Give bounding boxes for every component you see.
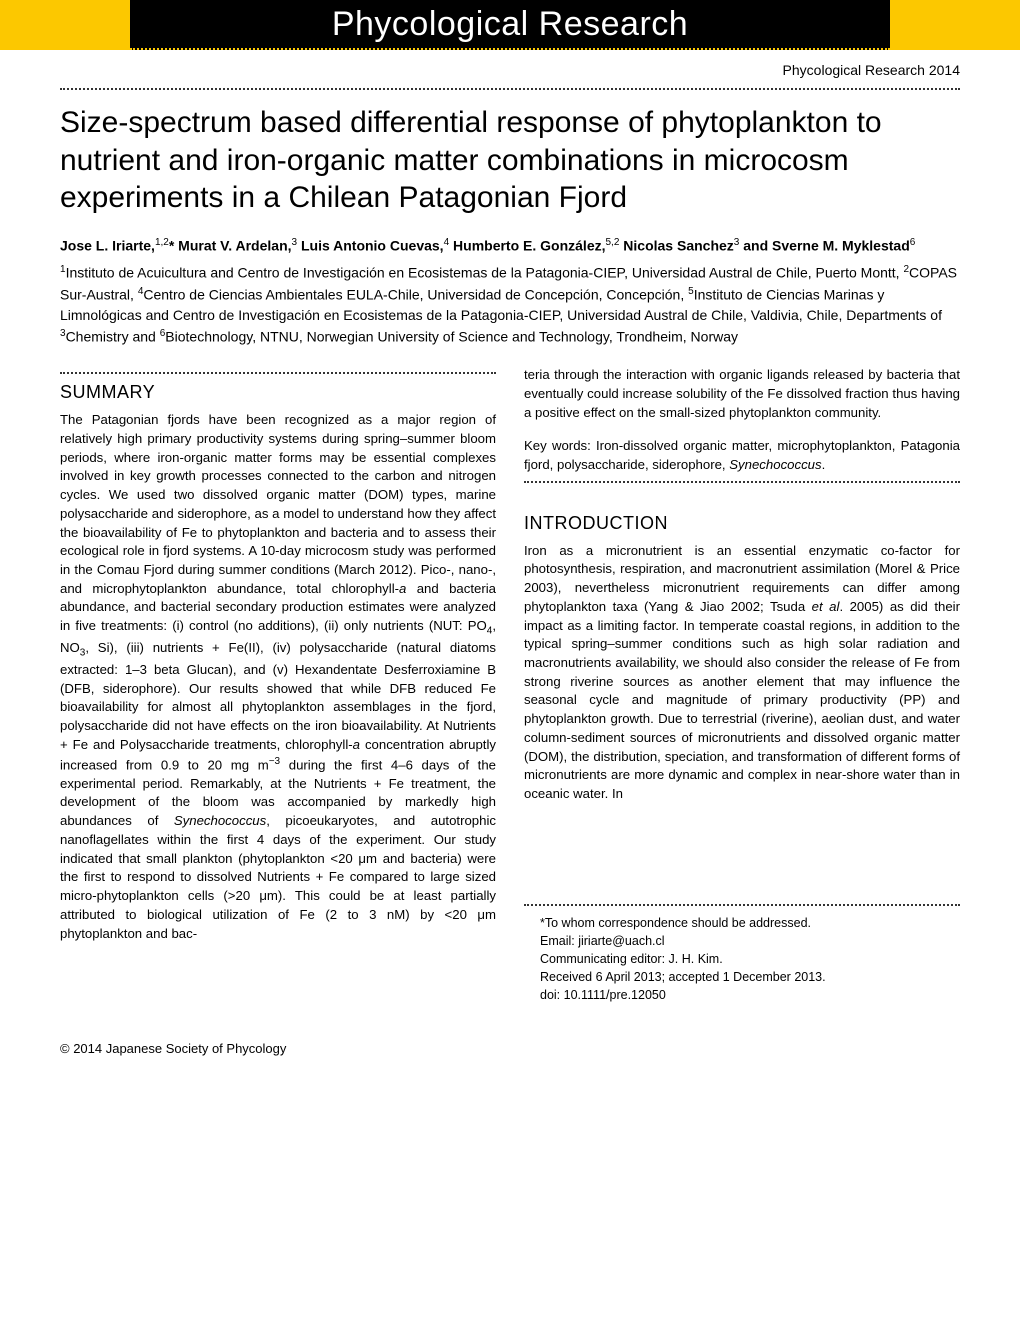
summary-text: The Patagonian fjords have been recogniz… bbox=[60, 411, 496, 943]
page-content: Phycological Research 2014 Size-spectrum… bbox=[0, 50, 1020, 1025]
journal-banner: Phycological Research bbox=[0, 0, 1020, 50]
authors-line: Jose L. Iriarte,1,2* Murat V. Ardelan,3 … bbox=[60, 235, 960, 257]
right-column: teria through the interaction with organ… bbox=[524, 366, 960, 1004]
divider-top bbox=[60, 88, 960, 90]
banner-accent-left bbox=[0, 0, 130, 50]
keywords: Key words: Iron-dissolved organic matter… bbox=[524, 436, 960, 474]
introduction-text: Iron as a micronutrient is an essential … bbox=[524, 542, 960, 804]
article-title: Size-spectrum based differential respons… bbox=[60, 104, 960, 217]
divider-summary-top bbox=[60, 372, 496, 374]
footnote-doi: doi: 10.1111/pre.12050 bbox=[524, 986, 960, 1004]
banner-title: Phycological Research bbox=[332, 5, 688, 44]
two-column-layout: SUMMARY The Patagonian fjords have been … bbox=[60, 366, 960, 1004]
footnote-block: *To whom correspondence should be addres… bbox=[524, 904, 960, 1005]
introduction-heading: INTRODUCTION bbox=[524, 513, 960, 534]
footnote-correspondence: *To whom correspondence should be addres… bbox=[524, 914, 960, 932]
divider-keywords-bottom bbox=[524, 481, 960, 483]
divider-footnote bbox=[524, 904, 960, 906]
left-column: SUMMARY The Patagonian fjords have been … bbox=[60, 366, 496, 1004]
banner-center: Phycological Research bbox=[130, 0, 890, 50]
affiliations: 1Instituto de Acuicultura and Centro de … bbox=[60, 262, 960, 348]
summary-continuation: teria through the interaction with organ… bbox=[524, 366, 960, 422]
footnote-editor: Communicating editor: J. H. Kim. bbox=[524, 950, 960, 968]
summary-heading: SUMMARY bbox=[60, 382, 496, 403]
banner-accent-right bbox=[890, 0, 1020, 50]
journal-info: Phycological Research 2014 bbox=[60, 62, 960, 78]
footnote-dates: Received 6 April 2013; accepted 1 Decemb… bbox=[524, 968, 960, 986]
copyright: © 2014 Japanese Society of Phycology bbox=[0, 1025, 1020, 1076]
footnote-email: Email: jiriarte@uach.cl bbox=[524, 932, 960, 950]
